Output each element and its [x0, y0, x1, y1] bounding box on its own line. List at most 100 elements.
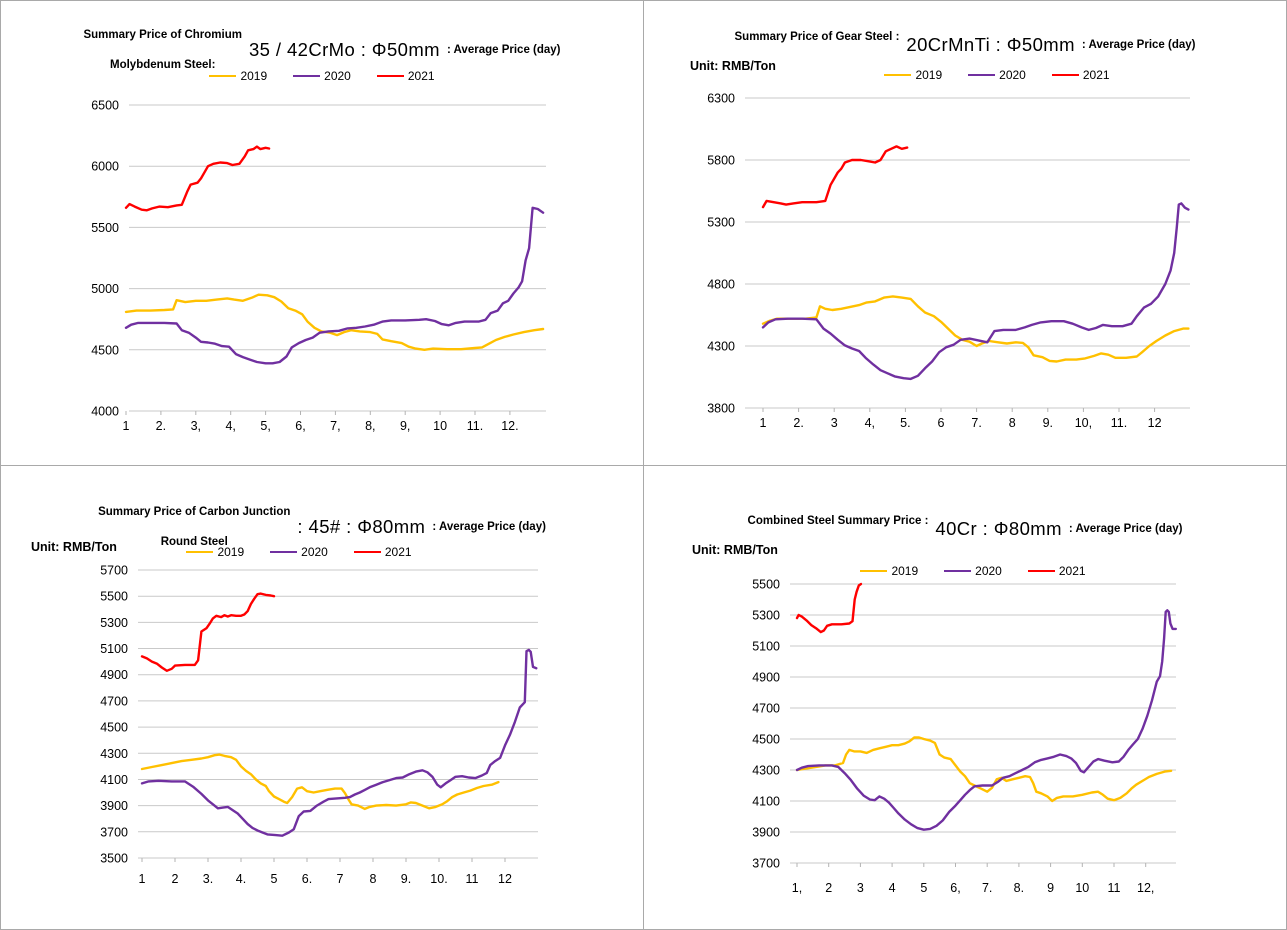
chart-title: Combined Steel Summary Price : 40Cr : Φ8…	[644, 499, 1286, 559]
legend-item-2019: 2019	[884, 68, 942, 82]
y-axis-label: 4700	[752, 702, 780, 716]
x-axis-label: 7	[337, 872, 344, 886]
legend: 2019 2020 2021	[644, 564, 1286, 578]
x-axis-label: 8	[370, 872, 377, 886]
x-axis-label: 2.	[793, 416, 803, 430]
x-axis-label: 6,	[295, 419, 305, 433]
y-axis-label: 4300	[100, 747, 128, 761]
legend-item-2019: 2019	[209, 69, 267, 83]
legend-item-2020: 2020	[968, 68, 1026, 82]
y-axis-label: 4300	[752, 764, 780, 778]
legend-item-2020: 2020	[944, 564, 1002, 578]
y-axis-label: 5500	[91, 221, 119, 235]
legend-label: 2020	[999, 68, 1026, 82]
series-line-2020	[124, 206, 545, 365]
x-axis-label: 5,	[260, 419, 270, 433]
legend-item-2020: 2020	[270, 545, 328, 559]
chart-title-prefix-line1: Summary Price of Chromium	[83, 28, 242, 41]
x-axis-label: 3	[857, 881, 864, 895]
y-axis-label: 5300	[100, 616, 128, 630]
legend-item-2019: 2019	[860, 564, 918, 578]
legend-label: 2019	[915, 68, 943, 82]
chart-panel-gear-steel: Summary Price of Gear Steel : 20CrMnTi :…	[644, 1, 1286, 465]
series-line-2020	[795, 609, 1177, 831]
legend-swatch-2021	[1051, 74, 1079, 76]
chart-title-spec: 35 / 42CrMo : Φ50mm	[248, 39, 440, 61]
legend-swatch-2020	[293, 75, 321, 77]
x-axis-label: 1	[123, 419, 130, 433]
legend-label: 2020	[301, 545, 328, 559]
x-axis-label: 5	[271, 872, 278, 886]
y-axis-label: 3500	[100, 852, 128, 866]
y-axis-label: 3900	[100, 799, 128, 813]
chart-title: Summary Price of Gear Steel : 20CrMnTi :…	[644, 15, 1286, 75]
x-axis-label: 9.	[401, 872, 411, 886]
x-axis-label: 12,	[1137, 881, 1154, 895]
y-axis-label: 3800	[707, 402, 735, 416]
x-axis-label: 1	[139, 872, 146, 886]
x-axis-label: 12.	[501, 419, 518, 433]
legend-swatch-2019	[186, 551, 214, 553]
x-axis-label: 8.	[1014, 881, 1024, 895]
x-axis-label: 6.	[302, 872, 312, 886]
chart-title-prefix: Combined Steel Summary Price :	[748, 499, 929, 559]
x-axis-label: 3.	[203, 872, 213, 886]
chart-title-prefix: Summary Price of Carbon Junction Round S…	[98, 490, 290, 565]
y-axis-label: 6500	[91, 99, 119, 113]
y-axis-label: 5300	[752, 609, 780, 623]
x-axis-label: 11	[1108, 881, 1121, 895]
chart-title-prefix-line1: Summary Price of Gear Steel :	[734, 30, 900, 43]
legend-swatch-2019	[209, 75, 237, 77]
x-axis-label: 4.	[236, 872, 246, 886]
chart-title-prefix-line1: Summary Price of Carbon Junction	[98, 505, 291, 518]
legend-swatch-2021	[376, 75, 404, 77]
chart-title-suffix: : Average Price (day)	[1068, 522, 1183, 535]
y-axis-label: 4500	[752, 733, 780, 747]
legend-swatch-2021	[353, 551, 381, 553]
x-axis-label: 6	[938, 416, 945, 430]
x-axis-label: 9	[1047, 881, 1054, 895]
x-axis-label: 7,	[330, 419, 340, 433]
legend-swatch-2020	[270, 551, 298, 553]
x-axis-label: 2	[172, 872, 179, 886]
x-axis-label: 8	[1009, 416, 1016, 430]
series-line-2020	[761, 202, 1190, 381]
legend-swatch-2019	[860, 570, 888, 572]
legend-label: 2021	[407, 69, 435, 83]
x-axis-label: 4,	[865, 416, 875, 430]
legend-item-2019: 2019	[186, 545, 244, 559]
y-axis-label: 4900	[100, 668, 128, 682]
x-axis-label: 11.	[1111, 416, 1127, 430]
y-axis-label: 4300	[707, 340, 735, 354]
unit-label: Unit: RMB/Ton	[31, 540, 117, 554]
x-axis-label: 9.	[1043, 416, 1053, 430]
x-axis-label: 4,	[225, 419, 235, 433]
legend-item-2020: 2020	[293, 69, 351, 83]
legend-swatch-2021	[1027, 570, 1055, 572]
line-chart-plot: 5500 5300 5100 4900 4700 4500 4300 4100 3900 3700…	[752, 578, 1177, 895]
x-axis-label: 2	[825, 881, 832, 895]
y-axis-label: 5700	[100, 564, 128, 578]
y-axis-label: 4700	[100, 694, 128, 708]
series-line-2020	[140, 648, 538, 837]
y-axis-label: 4100	[100, 773, 128, 787]
x-axis-label: 11	[466, 872, 479, 886]
y-axis-label: 4100	[752, 795, 780, 809]
chart-title-spec: 40Cr : Φ80mm	[935, 517, 1062, 539]
x-axis-label: 12	[1148, 416, 1162, 430]
chart-panel-combined-steel: Combined Steel Summary Price : 40Cr : Φ8…	[644, 466, 1286, 929]
legend-label: 2019	[891, 564, 919, 578]
y-axis-label: 5800	[707, 154, 735, 168]
y-axis-label: 4500	[100, 721, 128, 735]
legend: 2019 2020 2021	[1, 545, 643, 559]
y-axis-label: 5500	[752, 578, 780, 592]
unit-label: Unit: RMB/Ton	[690, 59, 776, 73]
legend-label: 2019	[240, 69, 268, 83]
chart-title: Summary Price of Chromium Molybdenum Ste…	[1, 13, 643, 88]
y-axis-label: 5300	[707, 216, 735, 230]
legend-item-2021: 2021	[353, 545, 412, 559]
y-axis-label: 4900	[752, 671, 780, 685]
legend-swatch-2020	[944, 570, 972, 572]
series-line-2019	[761, 295, 1190, 363]
